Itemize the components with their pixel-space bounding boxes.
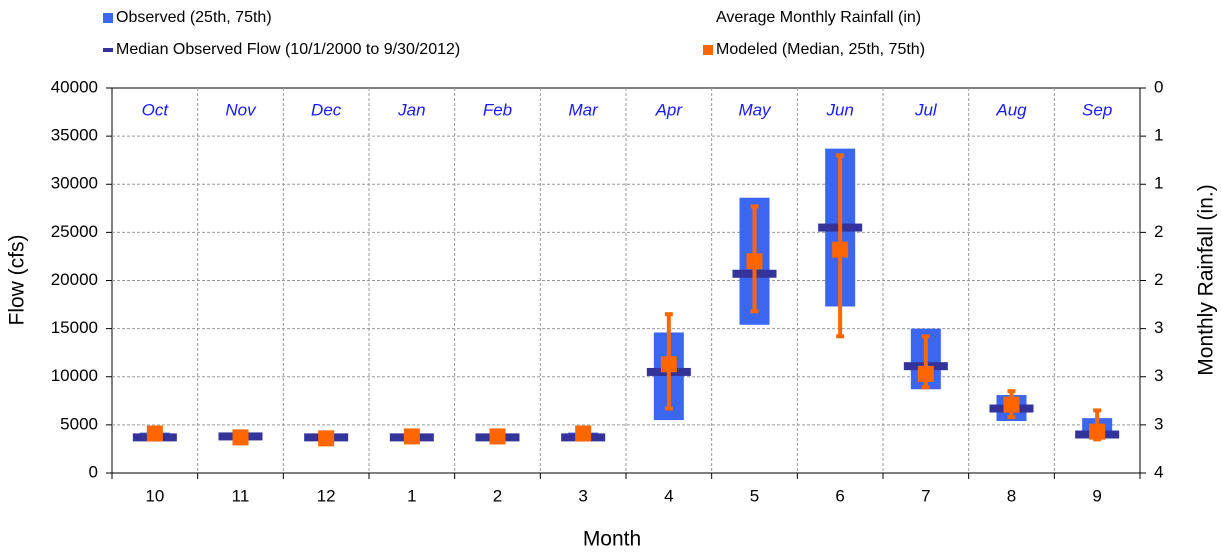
month-label: Jun	[825, 100, 853, 119]
y2-tick-label: 3	[1154, 318, 1163, 337]
legend-swatch	[103, 48, 113, 52]
x-axis-title: Month	[583, 528, 641, 551]
modeled-median	[832, 241, 849, 258]
y-tick-label: 30000	[51, 174, 98, 193]
modeled-median	[1089, 423, 1106, 440]
month-label: May	[738, 100, 772, 119]
x-tick-label: 9	[1092, 486, 1101, 505]
x-tick-label: 4	[664, 486, 673, 505]
x-tick-label: 7	[921, 486, 930, 505]
modeled-median	[403, 428, 420, 445]
y-tick-label: 5000	[60, 414, 98, 433]
month-label: Oct	[142, 100, 170, 119]
month-label: Jan	[397, 100, 425, 119]
legend-label: Median Observed Flow (10/1/2000 to 9/30/…	[116, 41, 460, 58]
y-axis-title: Flow (cfs)	[6, 235, 29, 326]
y2-tick-label: 0	[1154, 77, 1163, 96]
modeled-median	[146, 425, 163, 442]
y2-tick-label: 1	[1154, 126, 1163, 145]
x-tick-label: 5	[750, 486, 759, 505]
modeled-median	[917, 365, 934, 382]
x-tick-label: 1	[407, 486, 416, 505]
legend-swatch	[703, 45, 713, 55]
modeled-median	[575, 425, 592, 442]
month-label: Dec	[311, 100, 342, 119]
y-tick-label: 10000	[51, 366, 98, 385]
y-tick-label: 35000	[51, 126, 98, 145]
y2-tick-label: 1	[1154, 174, 1163, 193]
y-tick-label: 40000	[51, 77, 98, 96]
x-tick-label: 12	[317, 486, 336, 505]
month-label: Feb	[483, 100, 512, 119]
y-tick-label: 25000	[51, 222, 98, 241]
modeled-median	[318, 430, 335, 447]
y2-tick-label: 2	[1154, 270, 1163, 289]
legend-swatch	[103, 13, 113, 23]
month-label: Nov	[225, 100, 257, 119]
y-tick-label: 20000	[51, 270, 98, 289]
y2-tick-label: 4	[1154, 462, 1163, 481]
month-label: Sep	[1082, 100, 1112, 119]
month-label: Aug	[995, 100, 1027, 119]
month-label: Apr	[655, 100, 684, 119]
modeled-median	[489, 428, 506, 445]
x-tick-label: 6	[835, 486, 844, 505]
modeled-median	[660, 356, 677, 373]
x-tick-label: 11	[232, 486, 250, 505]
y-tick-label: 15000	[51, 318, 98, 337]
month-label: Mar	[569, 100, 600, 119]
y2-axis-title: Monthly Rainfall (in.)	[1195, 184, 1218, 375]
modeled-median	[1003, 396, 1020, 413]
y2-tick-label: 3	[1154, 414, 1163, 433]
modeled-median	[232, 429, 249, 446]
x-tick-label: 8	[1007, 486, 1016, 505]
legend-label: Average Monthly Rainfall (in)	[716, 9, 921, 26]
month-label: Jul	[914, 100, 938, 119]
y2-tick-label: 2	[1154, 222, 1163, 241]
legend-label: Modeled (Median, 25th, 75th)	[716, 41, 925, 58]
modeled-median	[746, 253, 763, 270]
x-tick-label: 2	[493, 486, 502, 505]
x-tick-label: 3	[578, 486, 587, 505]
y2-tick-label: 3	[1154, 366, 1163, 385]
x-tick-label: 10	[145, 486, 164, 505]
y-tick-label: 0	[89, 462, 98, 481]
legend-label: Observed (25th, 75th)	[116, 9, 272, 26]
